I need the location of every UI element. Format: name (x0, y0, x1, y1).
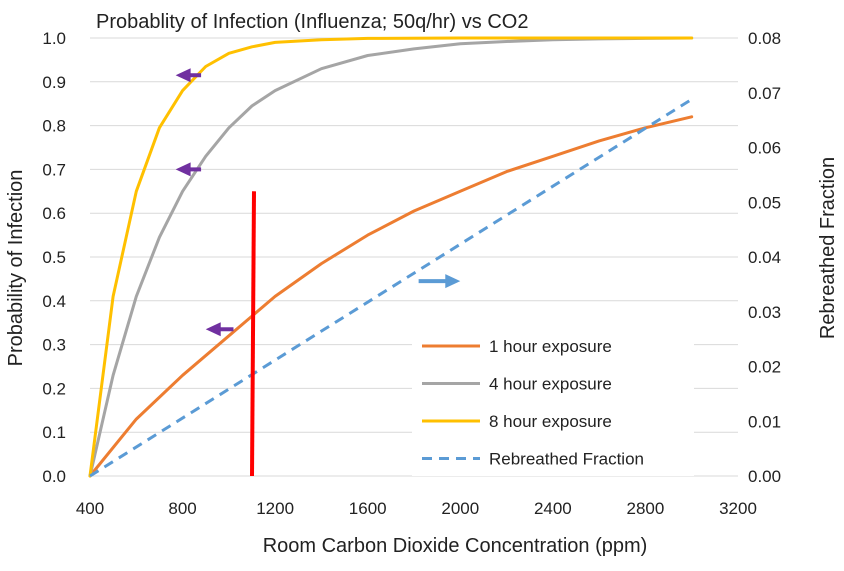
legend-background (412, 328, 694, 476)
chart-title: Probablity of Infection (Influenza; 50q/… (96, 11, 528, 33)
series-line-0 (88, 115, 694, 478)
y-tick-label: 0.5 (42, 248, 66, 267)
y-tick-label: 0.3 (42, 336, 66, 355)
y-tick-label: 0.9 (42, 73, 66, 92)
data-point (135, 295, 138, 298)
series-line-1 (88, 36, 694, 478)
y-tick-label: 0.7 (42, 160, 66, 179)
data-point (251, 104, 254, 107)
data-point (181, 190, 184, 193)
data-point (551, 155, 554, 158)
arrow-right-icon (445, 274, 461, 289)
series-lines (88, 36, 694, 478)
legend: 1 hour exposure 4 hour exposure 8 hour exp… (412, 328, 694, 476)
data-point (320, 38, 323, 41)
gridlines (90, 37, 738, 477)
x-tick-label: 2000 (441, 499, 479, 518)
data-point (112, 295, 115, 298)
data-point (413, 47, 416, 50)
y2-tick-label: 0.05 (748, 193, 781, 212)
y2-tick-label: 0.02 (748, 358, 781, 377)
data-point (505, 40, 508, 43)
legend-label: 8 hour exposure (489, 412, 612, 431)
data-point (112, 374, 115, 377)
x-tick-label: 1200 (256, 499, 294, 518)
data-point (251, 45, 254, 48)
y-axis-title: Probability of Infection (5, 170, 27, 367)
arrow-left-icon (175, 68, 191, 83)
x-tick-label: 2800 (627, 499, 665, 518)
data-point (158, 126, 161, 129)
data-point (274, 41, 277, 44)
arrow-left-icon (205, 322, 221, 337)
data-point (274, 295, 277, 298)
data-point (158, 236, 161, 239)
data-point (227, 52, 230, 55)
y2-tick-label: 0.01 (748, 412, 781, 431)
y2-tick-labels: 0.00 0.01 0.02 0.03 0.04 0.05 0.06 0.07 0.08 (748, 29, 781, 486)
y-tick-label: 0.2 (42, 379, 66, 398)
data-point (274, 89, 277, 92)
y2-axis-title: Rebreathed Fraction (817, 157, 839, 339)
x-axis-title: Room Carbon Dioxide Concentration (ppm) (263, 535, 648, 557)
data-point (366, 234, 369, 237)
y2-tick-label: 0.06 (748, 139, 781, 158)
legend-label: 1 hour exposure (489, 337, 612, 356)
data-point (413, 210, 416, 213)
y-tick-label: 0.1 (42, 423, 66, 442)
data-point (690, 37, 693, 40)
data-point (204, 65, 207, 68)
legend-label: Rebreathed Fraction (489, 450, 644, 469)
y2-tick-label: 0.08 (748, 29, 781, 48)
x-tick-label: 2400 (534, 499, 572, 518)
data-point (135, 190, 138, 193)
data-point (366, 37, 369, 40)
y2-tick-label: 0.00 (748, 467, 781, 486)
data-point (89, 475, 92, 478)
y2-tick-label: 0.03 (748, 303, 781, 322)
y-tick-labels: 0.0 0.1 0.2 0.3 0.4 0.5 0.6 0.7 0.8 0.9 1.0 (42, 29, 66, 486)
y-tick-label: 0.6 (42, 204, 66, 223)
data-point (598, 139, 601, 142)
data-point (181, 374, 184, 377)
data-point (366, 54, 369, 57)
data-point (181, 89, 184, 92)
data-point (690, 98, 693, 101)
y-tick-label: 0.8 (42, 117, 66, 136)
x-tick-labels: 400 800 1200 1600 2000 2400 2800 3200 (76, 499, 757, 518)
data-point (459, 42, 462, 45)
legend-label: 4 hour exposure (489, 375, 612, 394)
y2-tick-label: 0.04 (748, 248, 781, 267)
data-point (227, 126, 230, 129)
x-tick-label: 800 (168, 499, 196, 518)
series-line-2 (88, 36, 694, 478)
y-tick-label: 0.4 (42, 292, 66, 311)
x-tick-label: 3200 (719, 499, 757, 518)
data-point (320, 262, 323, 265)
data-point (135, 418, 138, 421)
arrow-left-icon (175, 162, 191, 177)
annotation-marks (175, 68, 461, 477)
data-point (459, 190, 462, 193)
data-point (320, 67, 323, 70)
data-point (459, 37, 462, 40)
data-point (505, 170, 508, 173)
y2-tick-label: 0.07 (748, 84, 781, 103)
data-point (204, 155, 207, 158)
y-tick-label: 0.0 (42, 467, 66, 486)
x-tick-label: 400 (76, 499, 104, 518)
data-point (227, 334, 230, 337)
red-marker-line (250, 191, 256, 477)
data-point (690, 115, 693, 118)
x-tick-label: 1600 (349, 499, 387, 518)
y-tick-label: 1.0 (42, 29, 66, 48)
